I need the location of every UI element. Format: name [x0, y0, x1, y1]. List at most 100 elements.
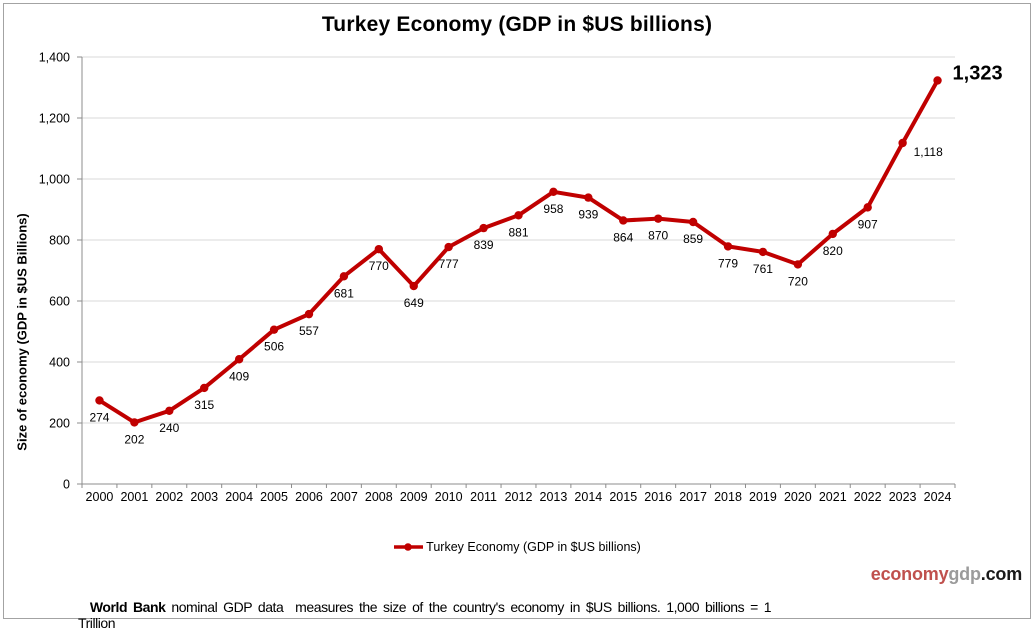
brand-gdp: gdp	[948, 564, 981, 584]
data-point	[828, 229, 837, 239]
gdp-line	[97, 78, 940, 425]
data-label: 1,118	[914, 145, 943, 159]
data-point	[549, 187, 558, 197]
source-note-bold: World Bank	[89, 599, 166, 615]
y-tick-label: 600	[49, 295, 70, 309]
legend-label: Turkey Economy (GDP in $US billions)	[426, 540, 641, 554]
x-tick-label: 2014	[574, 490, 602, 504]
data-label: 409	[229, 369, 249, 383]
data-label: 839	[474, 238, 494, 252]
x-tick-label: 2024	[924, 490, 952, 504]
data-point	[514, 211, 523, 220]
x-tick-label: 2019	[749, 490, 777, 504]
data-label: 770	[369, 259, 389, 273]
axis-ticks	[77, 56, 956, 488]
chart-legend: Turkey Economy (GDP in $US billions)	[0, 540, 1034, 554]
data-label: 881	[508, 225, 528, 239]
y-tick-label: 1,200	[39, 112, 70, 126]
data-label: 720	[788, 274, 808, 288]
y-tick-labels: 0 200 400 600 800 1,000 1,200 1,400	[39, 51, 70, 492]
x-tick-label: 2013	[540, 490, 568, 504]
data-label: 820	[823, 244, 843, 258]
data-point	[304, 309, 314, 319]
x-tick-label: 2023	[889, 490, 917, 504]
data-point	[234, 355, 244, 364]
data-point	[479, 223, 488, 233]
data-point	[444, 242, 453, 252]
x-tick-label: 2007	[330, 490, 358, 504]
data-label: 240	[159, 421, 179, 435]
x-tick-label: 2010	[435, 490, 463, 504]
data-point	[130, 418, 139, 427]
y-tick-label: 1,000	[39, 173, 70, 187]
data-point	[933, 76, 942, 85]
y-tick-label: 800	[49, 234, 70, 248]
data-label: 907	[858, 217, 878, 231]
data-label: 958	[543, 202, 563, 216]
legend-line-marker-icon	[394, 543, 424, 551]
x-tick-label: 2016	[644, 490, 672, 504]
x-tick-label: 2012	[505, 490, 533, 504]
data-point	[269, 325, 279, 334]
data-point	[95, 396, 104, 405]
x-tick-label: 2020	[784, 490, 812, 504]
data-point	[200, 383, 209, 393]
data-label: 315	[194, 398, 214, 412]
data-label: 202	[124, 432, 144, 446]
data-labels: 274 202 240 315 409 506 557 681 770 649 777 839 881 9…	[89, 62, 1002, 446]
data-label: 779	[718, 256, 738, 270]
x-tick-label: 2022	[854, 490, 882, 504]
x-tick-label: 2009	[400, 490, 428, 504]
data-label: 506	[264, 340, 284, 354]
data-label: 557	[299, 324, 319, 338]
y-tick-label: 1,400	[39, 51, 70, 65]
y-tick-label: 200	[49, 417, 70, 431]
data-points	[95, 76, 942, 427]
x-tick-label: 2008	[365, 490, 393, 504]
data-point	[688, 217, 698, 227]
data-label: 1,323	[953, 62, 1003, 84]
x-tick-label: 2018	[714, 490, 742, 504]
x-tick-label: 2002	[155, 490, 183, 504]
data-point	[165, 406, 174, 415]
brand-economy: economy	[870, 564, 949, 584]
x-tick-label: 2015	[609, 490, 637, 504]
x-tick-label: 2021	[819, 490, 847, 504]
data-point	[339, 272, 349, 281]
data-point	[619, 216, 628, 225]
data-point	[653, 214, 663, 223]
data-label: 649	[404, 296, 424, 310]
data-label: 777	[439, 257, 459, 271]
data-point	[374, 244, 384, 254]
x-tick-label: 2011	[470, 490, 497, 504]
x-tick-label: 2005	[260, 490, 288, 504]
brand-logo: economygdp.com	[871, 564, 1022, 585]
data-point	[898, 138, 907, 148]
data-point	[584, 193, 593, 202]
x-tick-label: 2017	[679, 490, 707, 504]
x-tick-label: 2003	[190, 490, 218, 504]
data-label: 681	[334, 286, 354, 300]
source-note-text: nominal GDP data measures the size of th…	[78, 599, 777, 631]
x-tick-label: 2006	[295, 490, 323, 504]
data-point	[758, 247, 768, 257]
x-tick-labels: 2000 2001 2002 2003 2004 2005 2006 2007 2008 2009…	[86, 490, 952, 504]
x-tick-label: 2001	[120, 490, 148, 504]
data-label: 761	[753, 262, 773, 276]
data-label: 870	[648, 229, 668, 243]
data-label: 859	[683, 232, 703, 246]
data-point	[863, 203, 872, 212]
x-tick-label: 2004	[225, 490, 253, 504]
data-label: 939	[578, 208, 598, 222]
data-point	[793, 260, 803, 269]
y-tick-label: 0	[63, 478, 70, 492]
data-point	[409, 281, 418, 291]
x-tick-label: 2000	[86, 490, 114, 504]
chart-title: Turkey Economy (GDP in $US billions)	[321, 13, 713, 36]
data-label: 864	[613, 230, 633, 244]
data-point	[723, 242, 733, 251]
y-gridlines	[82, 56, 955, 424]
y-tick-label: 400	[49, 356, 70, 370]
